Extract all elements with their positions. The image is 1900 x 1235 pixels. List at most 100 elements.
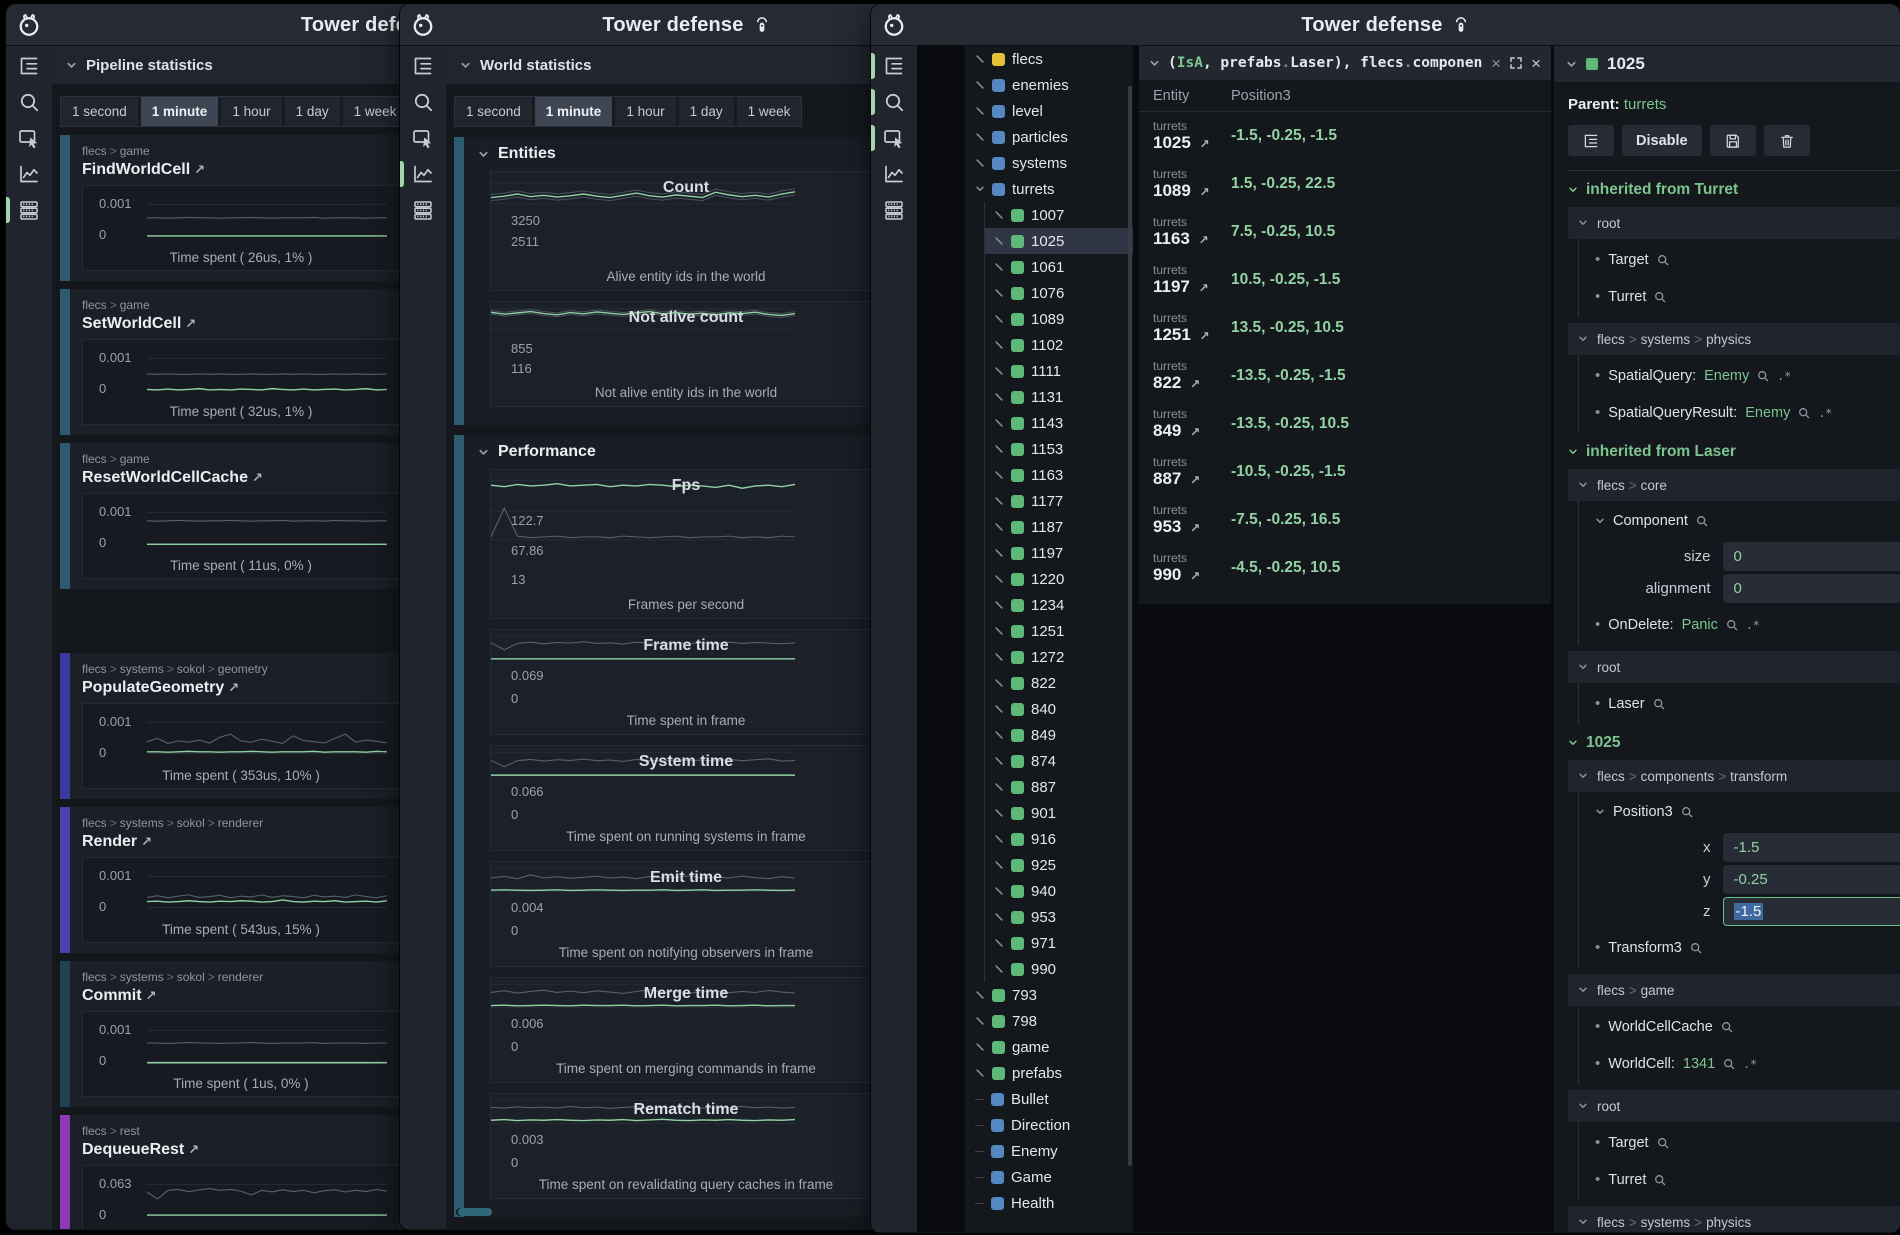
tree-item-1234[interactable]: 1234 — [985, 592, 1133, 618]
tab-1-hour[interactable]: 1 hour — [221, 97, 281, 126]
tree-item-1111[interactable]: 1111 — [985, 358, 1133, 384]
search-component-icon[interactable] — [1723, 1058, 1735, 1070]
field-input-alignment[interactable]: 0 — [1723, 574, 1900, 603]
tree-item-849[interactable]: 849 — [985, 722, 1133, 748]
fullscreen-icon[interactable] — [1509, 56, 1523, 70]
component-value-link[interactable]: Panic — [1682, 617, 1718, 633]
query-result-row[interactable]: turrets849 ↗-13.5, -0.25, 10.5 — [1139, 400, 1551, 448]
group-header[interactable]: flecs>game — [1568, 974, 1900, 1006]
open-link-icon[interactable]: ↗ — [141, 834, 152, 849]
query-result-row[interactable]: turrets822 ↗-13.5, -0.25, -1.5 — [1139, 352, 1551, 400]
group-header[interactable]: flecs>systems>physics — [1568, 323, 1900, 355]
group-header[interactable]: flecs>systems>physics — [1568, 1206, 1900, 1232]
tree-item-Game[interactable]: Game — [965, 1164, 1133, 1190]
open-link-icon[interactable]: ↗ — [228, 680, 239, 695]
tree-item-901[interactable]: 901 — [985, 800, 1133, 826]
open-link-icon[interactable]: ↗ — [1199, 233, 1209, 247]
tab-1-hour[interactable]: 1 hour — [615, 97, 675, 126]
search-component-icon[interactable] — [1757, 370, 1769, 382]
component-value-link[interactable]: Enemy — [1745, 405, 1790, 421]
chevron-right-icon[interactable] — [975, 1068, 985, 1078]
tree-item-enemies[interactable]: enemies — [965, 72, 1133, 98]
open-link-icon[interactable]: ↗ — [185, 316, 196, 331]
tree-icon[interactable] — [411, 54, 435, 78]
tree-item-1220[interactable]: 1220 — [985, 566, 1133, 592]
tree-button[interactable] — [1568, 125, 1614, 156]
open-link-icon[interactable]: ↗ — [1200, 329, 1210, 343]
open-link-icon[interactable]: ↗ — [1200, 185, 1210, 199]
tree-item-1131[interactable]: 1131 — [985, 384, 1133, 410]
group-header[interactable]: root — [1568, 207, 1900, 239]
tree-item-1272[interactable]: 1272 — [985, 644, 1133, 670]
tree-item-822[interactable]: 822 — [985, 670, 1133, 696]
tree-item-1076[interactable]: 1076 — [985, 280, 1133, 306]
tree-item-971[interactable]: 971 — [985, 930, 1133, 956]
query-window-icon[interactable] — [17, 126, 41, 150]
tree-scrollbar[interactable] — [1128, 86, 1132, 1166]
chevron-right-icon[interactable] — [994, 288, 1004, 298]
tree-item-874[interactable]: 874 — [985, 748, 1133, 774]
chevron-right-icon[interactable] — [994, 938, 1004, 948]
tree-icon[interactable] — [882, 54, 906, 78]
tree-item-793[interactable]: 793 — [965, 982, 1133, 1008]
open-link-icon[interactable]: ↗ — [1190, 473, 1200, 487]
open-link-icon[interactable]: ↗ — [194, 162, 205, 177]
tree-item-940[interactable]: 940 — [985, 878, 1133, 904]
chevron-right-icon[interactable] — [975, 80, 985, 90]
query-result-row[interactable]: turrets1163 ↗7.5, -0.25, 10.5 — [1139, 208, 1551, 256]
open-link-icon[interactable]: ↗ — [1200, 137, 1210, 151]
tab-1-minute[interactable]: 1 minute — [141, 97, 219, 126]
parent-link[interactable]: turrets — [1624, 96, 1667, 113]
search-component-icon[interactable] — [1726, 619, 1738, 631]
save-button[interactable] — [1710, 125, 1756, 156]
chevron-down-icon[interactable] — [1566, 59, 1577, 70]
tree-item-840[interactable]: 840 — [985, 696, 1133, 722]
chevron-down-icon[interactable] — [1595, 516, 1605, 526]
tree-item-turrets[interactable]: turrets — [965, 176, 1133, 202]
tree-item-game[interactable]: game — [965, 1034, 1133, 1060]
open-link-icon[interactable]: ↗ — [146, 988, 157, 1003]
search-icon[interactable] — [882, 90, 906, 114]
tree-item-particles[interactable]: particles — [965, 124, 1133, 150]
tree-item-prefabs[interactable]: prefabs — [965, 1060, 1133, 1086]
chevron-right-icon[interactable] — [994, 964, 1004, 974]
tree-item-1163[interactable]: 1163 — [985, 462, 1133, 488]
search-component-icon[interactable] — [1696, 515, 1708, 527]
chevron-right-icon[interactable] — [975, 990, 985, 1000]
open-link-icon[interactable]: ↗ — [252, 470, 263, 485]
chevron-right-icon[interactable] — [994, 886, 1004, 896]
query-window-icon[interactable] — [411, 126, 435, 150]
chevron-right-icon[interactable] — [975, 1042, 985, 1052]
chevron-right-icon[interactable] — [994, 730, 1004, 740]
search-component-icon[interactable] — [1690, 942, 1702, 954]
open-link-icon[interactable]: ↗ — [1190, 425, 1200, 439]
tree-item-level[interactable]: level — [965, 98, 1133, 124]
search-icon[interactable] — [411, 90, 435, 114]
field-input-size[interactable]: 0 — [1723, 542, 1900, 571]
chevron-right-icon[interactable] — [994, 366, 1004, 376]
chevron-right-icon[interactable] — [994, 756, 1004, 766]
inheritance-header[interactable]: 1025 — [1568, 734, 1900, 752]
open-link-icon[interactable]: ↗ — [1199, 281, 1209, 295]
chevron-right-icon[interactable] — [994, 236, 1004, 246]
search-component-icon[interactable] — [1798, 407, 1810, 419]
tree-item-1089[interactable]: 1089 — [985, 306, 1133, 332]
search-component-icon[interactable] — [1653, 698, 1665, 710]
search-component-icon[interactable] — [1654, 1174, 1666, 1186]
query-window-icon[interactable] — [882, 126, 906, 150]
query-result-row[interactable]: turrets887 ↗-10.5, -0.25, -1.5 — [1139, 448, 1551, 496]
chevron-right-icon[interactable] — [994, 444, 1004, 454]
tree-item-798[interactable]: 798 — [965, 1008, 1133, 1034]
tree-item-Health[interactable]: Health — [965, 1190, 1133, 1216]
stats-icon[interactable] — [17, 198, 41, 222]
tree-item-1025[interactable]: 1025 — [985, 228, 1133, 254]
chevron-right-icon[interactable] — [994, 626, 1004, 636]
tab-1-week[interactable]: 1 week — [343, 97, 408, 126]
search-component-icon[interactable] — [1681, 806, 1693, 818]
chart-icon[interactable] — [882, 162, 906, 186]
chevron-right-icon[interactable] — [994, 496, 1004, 506]
query-result-row[interactable]: turrets1025 ↗-1.5, -0.25, -1.5 — [1139, 112, 1551, 160]
tree-item-1177[interactable]: 1177 — [985, 488, 1133, 514]
chevron-right-icon[interactable] — [994, 548, 1004, 558]
inheritance-header[interactable]: inherited from Turret — [1568, 181, 1900, 199]
